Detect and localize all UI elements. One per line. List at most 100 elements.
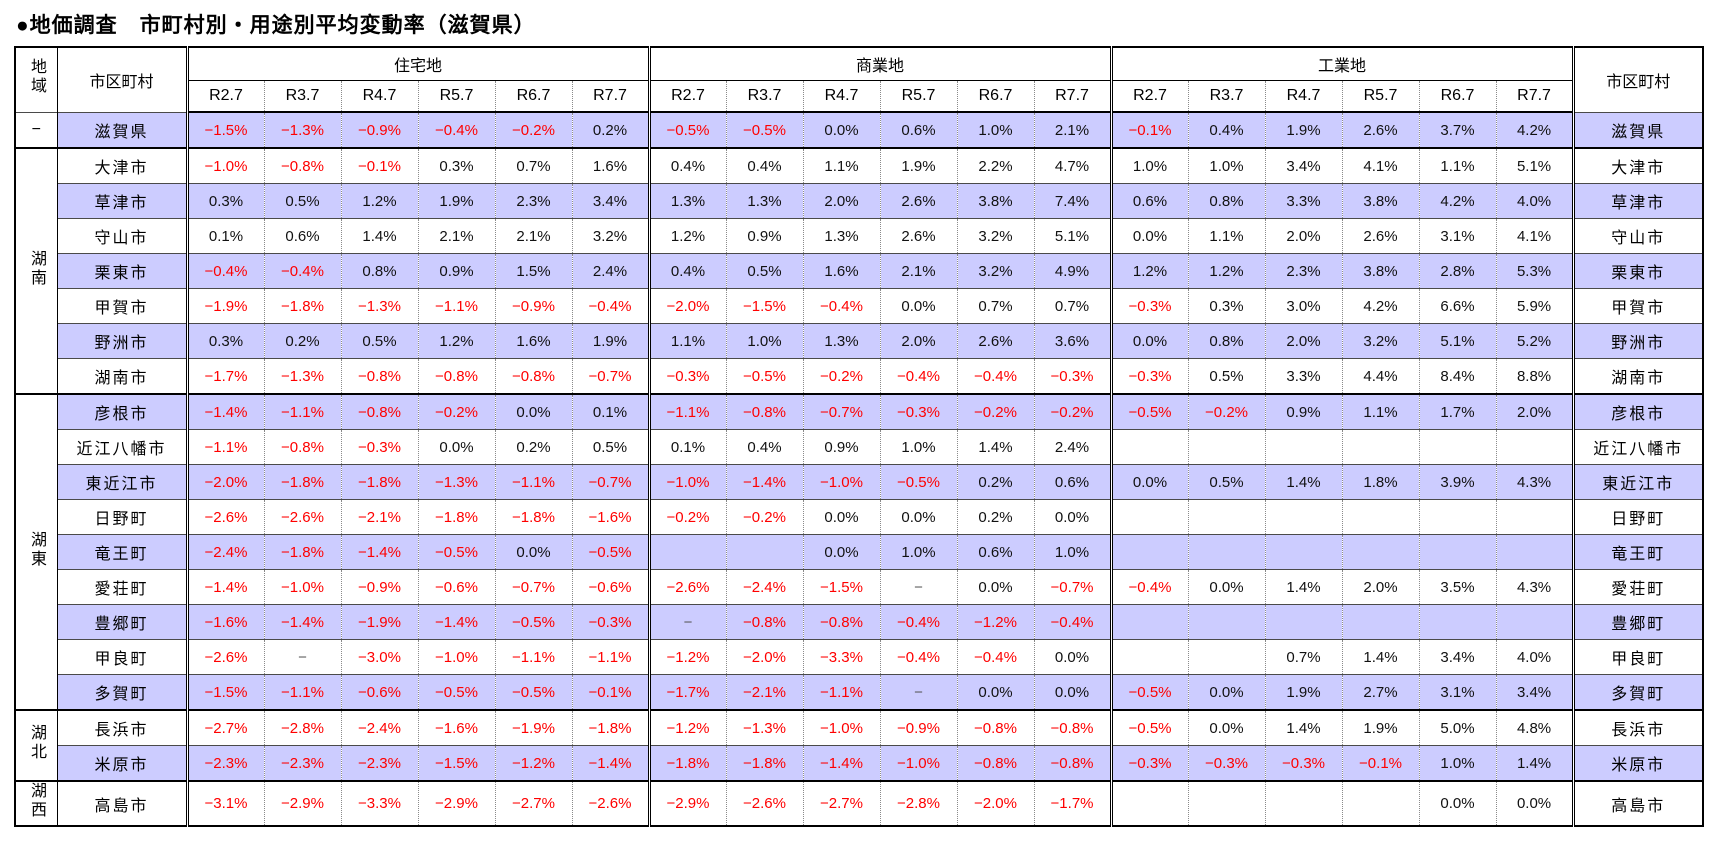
rate-cell: 3.2% xyxy=(1341,323,1420,359)
rate-cell: −2.4% xyxy=(725,569,804,605)
rate-cell: 1.6% xyxy=(802,253,881,289)
rate-cell: −1.3% xyxy=(263,358,341,394)
rate-cell: −0.2% xyxy=(417,393,495,430)
rate-cell: 4.3% xyxy=(1495,569,1574,605)
rate-cell xyxy=(1495,499,1574,535)
rate-cell: 1.0% xyxy=(725,323,804,359)
rate-cell: −0.8% xyxy=(340,393,418,430)
table-row: 竜王町 −2.4% −1.8% −1.4% −0.5% 0.0% −0.5% 0.0% 1.0%… xyxy=(15,534,1704,570)
rate-cell: −0.5% xyxy=(1109,674,1189,710)
municipality-cell-right: 東近江市 xyxy=(1571,464,1704,500)
rate-cell: 0.2% xyxy=(263,323,341,359)
rate-cell: −0.9% xyxy=(340,111,418,148)
rate-cell: −1.8% xyxy=(340,464,418,500)
rate-cell: 0.8% xyxy=(1187,183,1266,219)
rate-cell xyxy=(1187,639,1266,675)
rate-cell: 5.2% xyxy=(1495,323,1574,359)
rate-cell: −0.4% xyxy=(956,639,1035,675)
rate-cell: 2.8% xyxy=(1418,253,1497,289)
rate-cell: −1.1% xyxy=(185,429,264,465)
rate-cell: −0.8% xyxy=(725,604,804,640)
rate-cell: 3.2% xyxy=(956,253,1035,289)
municipality-cell: 野洲市 xyxy=(56,323,187,359)
rate-cell: 1.3% xyxy=(725,183,804,219)
rate-cell xyxy=(1187,780,1266,826)
header-year: R4.7 xyxy=(1264,80,1343,113)
rate-cell: 1.2% xyxy=(340,183,418,219)
rate-cell: 0.4% xyxy=(647,147,727,184)
header-year: R3.7 xyxy=(263,80,341,113)
rate-cell: 4.8% xyxy=(1495,709,1574,746)
rate-cell: −1.4% xyxy=(725,464,804,500)
rate-cell: 0.6% xyxy=(879,111,958,148)
rate-cell: −0.5% xyxy=(494,674,572,710)
rate-cell: −0.4% xyxy=(879,604,958,640)
rate-cell: 4.2% xyxy=(1418,183,1497,219)
rate-cell: − xyxy=(879,674,958,710)
rate-cell: −2.6% xyxy=(725,780,804,826)
rate-cell: −1.1% xyxy=(494,464,572,500)
header-year: R2.7 xyxy=(647,80,727,113)
rate-cell: 1.2% xyxy=(647,218,727,254)
rate-cell: −2.4% xyxy=(340,709,418,746)
rate-cell: 1.1% xyxy=(1418,147,1497,184)
table-row: 守山市 0.1% 0.6% 1.4% 2.1% 2.1% 3.2% 1.2% 0.9% 1.3% 2… xyxy=(15,218,1704,254)
municipality-cell-right: 甲賀市 xyxy=(1571,288,1704,324)
rate-cell: 1.4% xyxy=(1495,745,1574,781)
rate-cell: 4.7% xyxy=(1033,147,1112,184)
rate-cell: −0.8% xyxy=(340,358,418,394)
table-row: 米原市 −2.3% −2.3% −2.3% −1.5% −1.2% −1.4% −1.8% −1… xyxy=(15,745,1704,781)
rate-cell: −0.4% xyxy=(802,288,881,324)
municipality-cell: 甲賀市 xyxy=(56,288,187,324)
rate-cell: 8.8% xyxy=(1495,358,1574,394)
rate-cell: 0.5% xyxy=(725,253,804,289)
rate-cell: 0.5% xyxy=(263,183,341,219)
rate-cell: −1.8% xyxy=(263,464,341,500)
rate-cell: −1.4% xyxy=(340,534,418,570)
rate-cell: 4.2% xyxy=(1341,288,1420,324)
header-municipality: 市区町村 xyxy=(56,47,187,112)
rate-cell: 2.0% xyxy=(802,183,881,219)
rate-cell: 0.9% xyxy=(1264,393,1343,430)
rate-cell: 2.0% xyxy=(879,323,958,359)
rate-cell: 1.9% xyxy=(417,183,495,219)
rate-cell: −1.7% xyxy=(647,674,727,710)
rate-cell: 1.2% xyxy=(417,323,495,359)
rate-cell: −3.1% xyxy=(185,780,264,826)
municipality-cell: 愛荘町 xyxy=(56,569,187,605)
municipality-cell: 高島市 xyxy=(56,780,187,826)
rate-cell: 0.1% xyxy=(647,429,727,465)
rate-cell: −2.7% xyxy=(802,780,881,826)
rate-cell: 4.1% xyxy=(1495,218,1574,254)
rate-cell xyxy=(1187,534,1266,570)
rate-cell: −0.4% xyxy=(417,111,495,148)
rate-cell: −0.9% xyxy=(494,288,572,324)
rate-cell: −1.8% xyxy=(417,499,495,535)
rate-cell: −1.0% xyxy=(879,745,958,781)
rate-cell: −2.3% xyxy=(263,745,341,781)
rate-cell: 0.0% xyxy=(1033,639,1112,675)
rate-cell: −2.6% xyxy=(185,639,264,675)
rate-cell: 0.9% xyxy=(417,253,495,289)
rate-cell: −2.4% xyxy=(185,534,264,570)
municipality-cell-right: 多賀町 xyxy=(1571,674,1704,710)
table-row: 湖東 彦根市 −1.4% −1.1% −0.8% −0.2% 0.0% 0.1% −1.1% −0… xyxy=(15,393,1704,710)
rate-cell: 1.9% xyxy=(571,323,650,359)
municipality-cell-right: 日野町 xyxy=(1571,499,1704,535)
rate-cell: 3.9% xyxy=(1418,464,1497,500)
rate-cell xyxy=(1418,499,1497,535)
rate-cell: −1.5% xyxy=(417,745,495,781)
rate-cell: −0.5% xyxy=(417,674,495,710)
rate-cell xyxy=(1418,429,1497,465)
rate-cell: 1.4% xyxy=(1264,569,1343,605)
rate-cell: 1.4% xyxy=(1264,709,1343,746)
rate-cell: −1.5% xyxy=(802,569,881,605)
header-year: R5.7 xyxy=(1341,80,1420,113)
rate-cell: −2.6% xyxy=(571,780,650,826)
rate-cell: 0.4% xyxy=(725,147,804,184)
municipality-cell-right: 甲良町 xyxy=(1571,639,1704,675)
table-row: 豊郷町 −1.6% −1.4% −1.9% −1.4% −0.5% −0.3% − −0.8% −… xyxy=(15,604,1704,640)
rate-cell: 1.6% xyxy=(494,323,572,359)
rate-cell: 0.4% xyxy=(1187,111,1266,148)
rate-cell: 0.7% xyxy=(1264,639,1343,675)
